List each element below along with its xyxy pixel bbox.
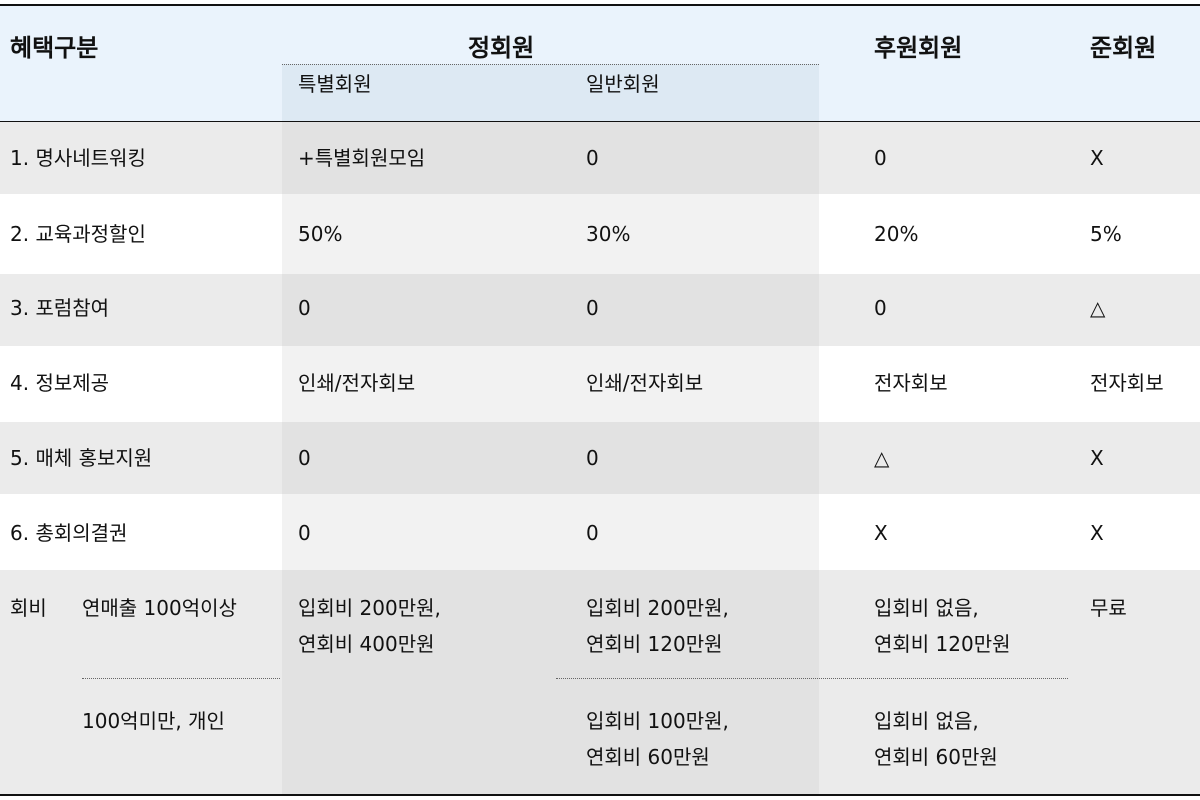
fee-tier1-label: 연매출 100억이상: [82, 596, 237, 620]
cell-associate: 전자회보: [1090, 371, 1164, 395]
band-fee-row: [282, 570, 819, 794]
row-label: 2. 교육과정할인: [10, 222, 146, 246]
cell-general: 0: [586, 521, 599, 545]
band-row-3: [282, 274, 819, 346]
cell-special: 인쇄/전자회보: [298, 371, 416, 395]
fee-tier1-supporting-line1: 입회비 없음,: [874, 596, 979, 620]
top-border: [0, 4, 1200, 6]
cell-associate: 5%: [1090, 222, 1122, 246]
cell-associate: △: [1090, 296, 1106, 320]
cell-general: 0: [586, 446, 599, 470]
cell-associate: X: [1090, 521, 1104, 545]
row-label: 1. 명사네트워킹: [10, 146, 146, 170]
fee-tier1-general-line1: 입회비 200만원,: [586, 596, 729, 620]
fee-tier2-general-line1: 입회비 100만원,: [586, 709, 729, 733]
row-label: 6. 총회의결권: [10, 521, 128, 545]
header-bottom-border: [0, 121, 1200, 122]
header-special: 특별회원: [298, 72, 372, 96]
cell-general: 0: [586, 296, 599, 320]
cell-associate: X: [1090, 146, 1104, 170]
cell-general: 인쇄/전자회보: [586, 371, 704, 395]
cell-special: 0: [298, 296, 311, 320]
cell-special: 0: [298, 446, 311, 470]
fee-divider-left: [82, 678, 280, 679]
cell-special: 50%: [298, 222, 343, 246]
header-category: 혜택구분: [10, 34, 99, 62]
row-label: 4. 정보제공: [10, 371, 110, 395]
cell-general: 30%: [586, 222, 631, 246]
band-row-4: [282, 346, 819, 422]
bottom-border: [0, 794, 1200, 796]
cell-special: 0: [298, 521, 311, 545]
regular-divider: [282, 64, 819, 65]
fee-tier2-label: 100억미만, 개인: [82, 709, 225, 733]
row-label: 5. 매체 홍보지원: [10, 446, 153, 470]
band-row-1: [282, 121, 819, 194]
header-supporting: 후원회원: [874, 34, 963, 62]
fee-tier1-supporting-line2: 연회비 120만원: [874, 632, 1011, 656]
fee-associate: 무료: [1090, 596, 1127, 620]
band-row-5: [282, 422, 819, 494]
cell-supporting: 전자회보: [874, 371, 948, 395]
fee-tier2-general-line2: 연회비 60만원: [586, 745, 710, 769]
fee-tier1-general-line2: 연회비 120만원: [586, 632, 723, 656]
subheader-band: [282, 64, 819, 121]
cell-supporting: X: [874, 521, 888, 545]
cell-general: 0: [586, 146, 599, 170]
cell-supporting: 0: [874, 146, 887, 170]
header-associate: 준회원: [1090, 34, 1157, 62]
cell-supporting: 0: [874, 296, 887, 320]
fee-tier1-special-line1: 입회비 200만원,: [298, 596, 441, 620]
header-regular: 정회원: [468, 34, 535, 62]
row-label: 3. 포럼참여: [10, 296, 110, 320]
fee-tier2-supporting-line2: 연회비 60만원: [874, 745, 998, 769]
fee-tier2-supporting-line1: 입회비 없음,: [874, 709, 979, 733]
fee-tier1-special-line2: 연회비 400만원: [298, 632, 435, 656]
cell-supporting: △: [874, 446, 890, 470]
band-row-2: [282, 194, 819, 274]
cell-special: +특별회원모임: [298, 146, 426, 170]
cell-supporting: 20%: [874, 222, 919, 246]
cell-associate: X: [1090, 446, 1104, 470]
band-row-6: [282, 494, 819, 570]
header-general: 일반회원: [586, 72, 660, 96]
fee-divider-right: [556, 678, 1068, 679]
fee-label: 회비: [10, 596, 47, 620]
